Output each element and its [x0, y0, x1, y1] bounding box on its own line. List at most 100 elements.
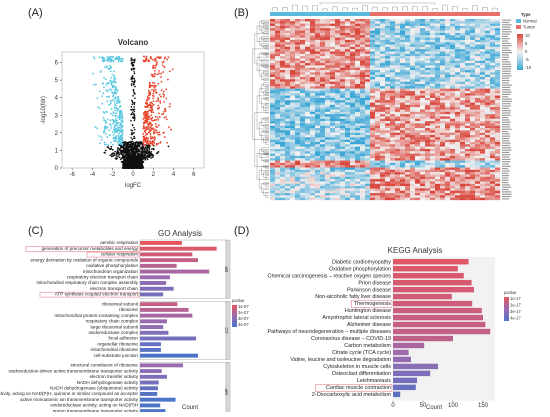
heatmap-cell	[445, 144, 450, 146]
heatmap-cell	[300, 49, 305, 51]
heatmap-cell	[270, 86, 275, 88]
heatmap-cell	[420, 79, 425, 81]
heatmap-cell	[365, 72, 370, 74]
heatmap-cell	[305, 116, 310, 118]
heatmap-cell	[485, 103, 490, 105]
heatmap-cell	[365, 75, 370, 77]
heatmap-cell	[345, 86, 350, 88]
heatmap-cell	[425, 89, 430, 91]
heatmap-cell	[420, 58, 425, 60]
heatmap-cell	[270, 114, 275, 116]
heatmap-cell	[390, 100, 395, 102]
heatmap-cell	[305, 130, 310, 132]
heatmap-cell	[290, 93, 295, 95]
heatmap-cell	[415, 137, 420, 139]
heatmap-cell	[325, 77, 330, 79]
volcano-point	[109, 134, 111, 136]
heatmap-cell	[390, 82, 395, 84]
heatmap-cell	[440, 33, 445, 35]
heatmap-cell	[295, 119, 300, 121]
heatmap-cell	[480, 77, 485, 79]
heatmap-cell	[495, 135, 500, 137]
heatmap-cell	[380, 114, 385, 116]
heatmap-cell	[325, 84, 330, 86]
heatmap-cell	[430, 105, 435, 107]
heatmap-cell	[310, 49, 315, 51]
heatmap-cell	[270, 154, 275, 156]
heatmap-cell	[405, 130, 410, 132]
heatmap-cell	[390, 19, 395, 21]
heatmap-cell	[465, 121, 470, 123]
heatmap-cell	[335, 49, 340, 51]
volcano-point	[112, 131, 114, 133]
heatmap-cell	[275, 144, 280, 146]
heatmap-cell	[310, 31, 315, 33]
volcano-point	[134, 145, 136, 147]
heatmap-cell	[295, 103, 300, 105]
volcano-point	[153, 100, 155, 102]
heatmap-cell	[340, 156, 345, 158]
volcano-x-tick-label: -2	[110, 172, 116, 178]
heatmap-cell	[340, 116, 345, 118]
heatmap-cell	[450, 84, 455, 86]
heatmap-cell	[430, 93, 435, 95]
heatmap-cell	[430, 149, 435, 151]
heatmap-cell	[320, 100, 325, 102]
heatmap-cell	[480, 116, 485, 118]
heatmap-cell	[395, 89, 400, 91]
heatmap-cell	[385, 28, 390, 30]
heatmap-cell	[385, 91, 390, 93]
heatmap-cell	[290, 79, 295, 81]
heatmap-cell	[455, 40, 460, 42]
heatmap-cell	[480, 112, 485, 114]
heatmap-cell	[350, 119, 355, 121]
heatmap-cell	[385, 151, 390, 153]
heatmap-cell	[365, 42, 370, 44]
heatmap-cell	[335, 107, 340, 109]
heatmap-cell	[405, 89, 410, 91]
heatmap-cell	[450, 79, 455, 81]
heatmap-cell	[460, 75, 465, 77]
volcano-point	[132, 153, 134, 155]
heatmap-cell	[440, 140, 445, 142]
heatmap-cell	[330, 135, 335, 137]
heatmap-cell	[375, 40, 380, 42]
heatmap-cell	[410, 158, 415, 160]
heatmap-cell	[475, 63, 480, 65]
heatmap-cell	[315, 96, 320, 98]
heatmap-cell	[490, 123, 495, 125]
heatmap-cell	[490, 54, 495, 56]
heatmap-cell	[285, 128, 290, 130]
heatmap-cell	[410, 98, 415, 100]
heatmap-cell	[390, 142, 395, 144]
heatmap-cell	[310, 26, 315, 28]
heatmap-cell	[275, 19, 280, 21]
heatmap-cell	[330, 100, 335, 102]
heatmap-row-dendrogram	[253, 20, 269, 198]
heatmap-cell	[415, 58, 420, 60]
heatmap-cell	[495, 79, 500, 81]
heatmap-cell	[320, 96, 325, 98]
heatmap-cell	[440, 107, 445, 109]
heatmap-cell	[330, 142, 335, 144]
heatmap-cell	[430, 147, 435, 149]
heatmap-cell	[275, 33, 280, 35]
heatmap-cell	[485, 91, 490, 93]
heatmap-cell	[305, 86, 310, 88]
volcano-point	[111, 155, 113, 157]
heatmap-cell	[430, 70, 435, 72]
volcano-point	[133, 136, 135, 138]
volcano-point	[101, 95, 103, 97]
heatmap-cell	[330, 19, 335, 21]
heatmap-cell	[455, 158, 460, 160]
volcano-point	[150, 57, 152, 59]
heatmap-cell	[435, 86, 440, 88]
heatmap-cell	[495, 156, 500, 158]
heatmap-cell	[290, 116, 295, 118]
heatmap-cell	[400, 42, 405, 44]
heatmap-cell	[285, 28, 290, 30]
heatmap-cell	[380, 91, 385, 93]
heatmap-cell	[320, 54, 325, 56]
heatmap-cell	[445, 107, 450, 109]
heatmap-cell	[370, 24, 375, 26]
